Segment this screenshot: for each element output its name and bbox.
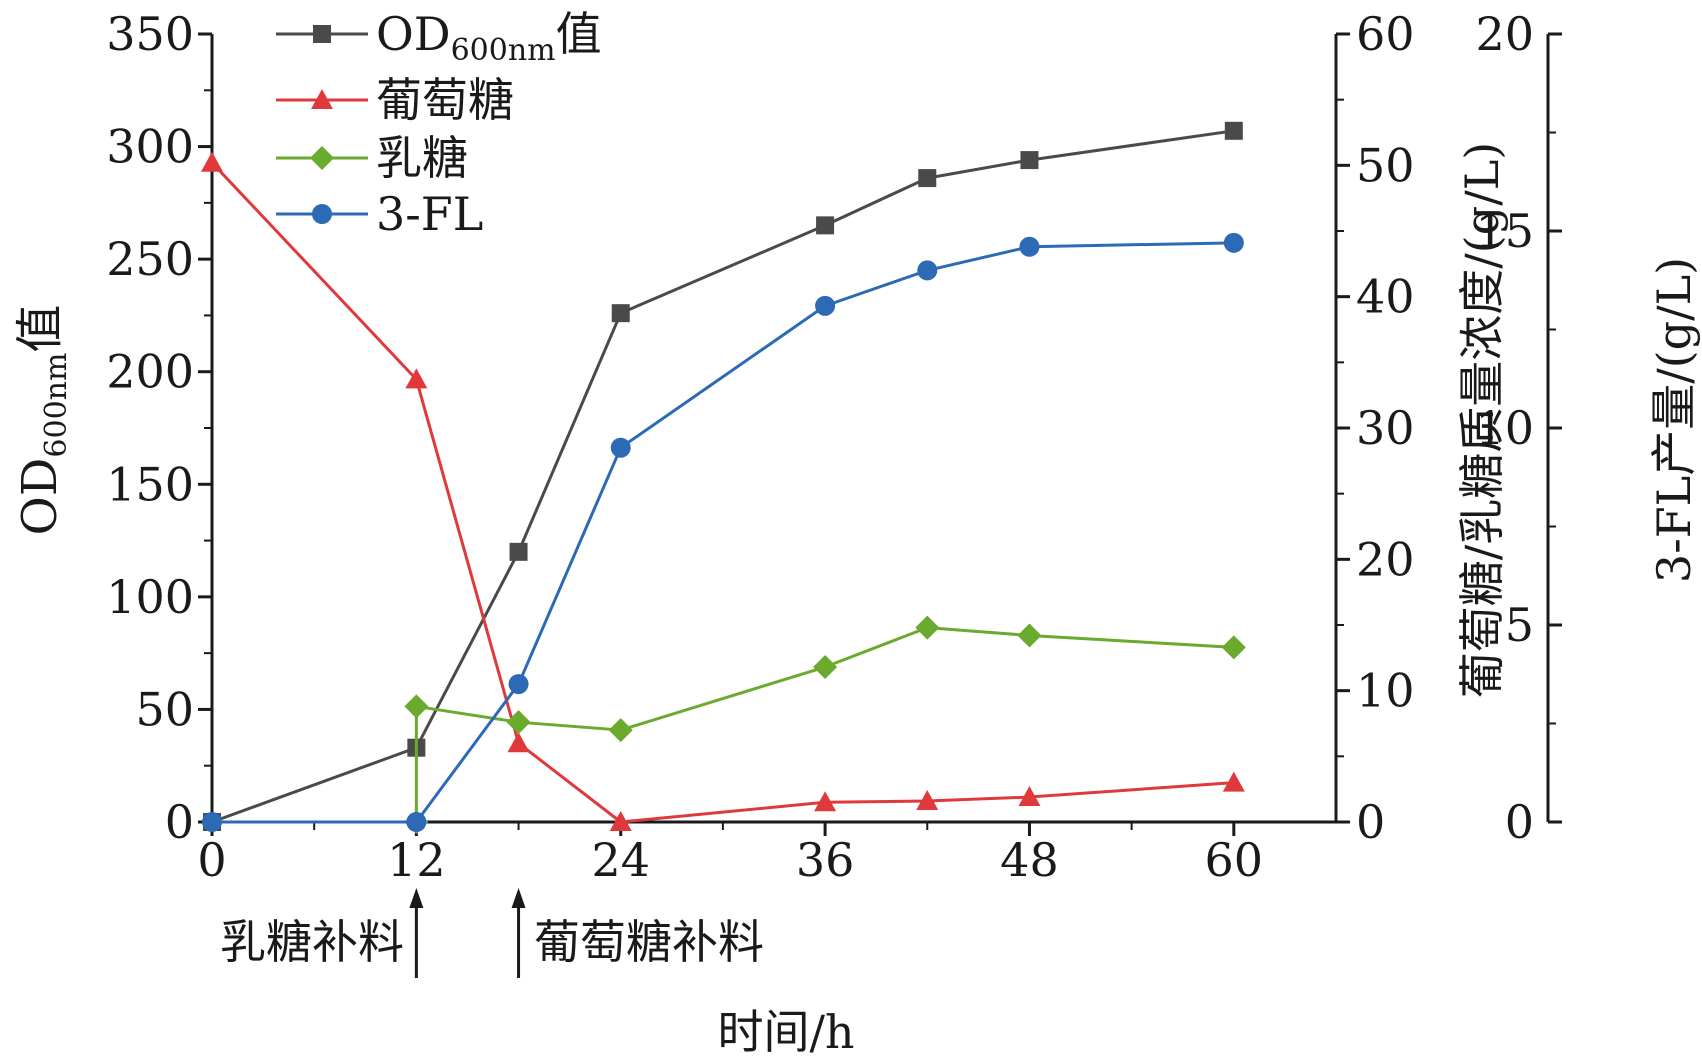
series-glucose-line [210,161,1234,824]
series-fl-point [406,812,427,832]
right1-axis-title: 葡萄糖/乳糖质量浓度/(g/L) [1455,142,1509,698]
right2-axis-tick-label: 5 [1505,598,1534,652]
series-fl-point [610,437,631,458]
legend-od-sub: 600nm [451,33,556,68]
series-od-point [816,216,835,235]
series-glucose-point [916,789,939,810]
legend-od-tail: 值 [556,7,602,61]
annotation-arrows [409,888,526,978]
left-axis-tick-label: 150 [106,457,194,511]
legend-lactose-label: 乳糖 [376,131,468,185]
legend-od-label: OD600nm值 [376,7,602,68]
left-axis-title-sub: 600nm [39,353,74,458]
x-axis-title: 时间/h [717,1005,854,1058]
left-axis-tick-label: 350 [106,7,194,61]
series-fl-point [1223,232,1244,253]
annotation-lactose-feed-arrow-head [409,888,424,908]
left-axis-tick-label: 300 [106,120,194,174]
legend: OD600nm值 葡萄糖 乳糖 3-FL [276,7,602,241]
series-od-point [611,304,630,323]
legend-glucose-label: 葡萄糖 [376,73,514,127]
series-lactose-point [1017,623,1042,648]
series-fl-point [815,295,836,316]
series-lactose-point [506,710,531,735]
x-axis-tick-label: 36 [796,833,855,887]
left-axis-tick-label: 0 [165,795,194,849]
annotation-lactose-feed: 乳糖补料 [220,915,404,969]
annotation-glucose-feed: 葡萄糖补料 [534,915,764,969]
annotations: 乳糖补料 葡萄糖补料 [220,915,764,969]
left-axis-tick-label: 50 [135,682,194,736]
legend-fl-marker [312,204,332,224]
left-axis-tick-label: 250 [106,232,194,286]
legend-od-marker [313,25,331,43]
right2-axis-tick-label: 20 [1475,7,1534,61]
right1-axis-tick-label: 10 [1356,664,1415,718]
right2-axis-tick-label: 10 [1475,401,1534,455]
right1-axis-tick-label: 50 [1356,138,1415,192]
left-axis-tick-label: 100 [106,570,194,624]
series-glucose-point [1018,786,1041,807]
right1-axis-tick-label: 60 [1356,7,1415,61]
series-layer [201,121,1246,834]
series-glucose-point [201,151,223,172]
left-axis-title-main: OD [12,458,68,536]
right1-axis-tick-label: 30 [1356,401,1415,455]
x-axis-tick-label: 48 [1000,833,1059,887]
annotation-glucose-feed-arrow-head [511,888,526,908]
series-lactose-point [1221,635,1246,660]
series-glucose-point [507,732,530,753]
x-axis-tick-label: 0 [197,833,226,887]
series-od-line [211,129,1235,824]
legend-fl-label: 3-FL [376,187,483,241]
series-fl-point [1019,236,1040,257]
series-fl-line [212,241,1234,824]
series-fl-point [508,674,529,695]
legend-lactose-marker [310,146,334,170]
series-od-point [1020,151,1039,170]
series-lactose-point [915,615,940,640]
series-glucose-point [1222,771,1245,792]
series-fl-point [202,812,222,832]
x-axis-tick-label: 60 [1205,833,1264,887]
left-axis-tick-label: 200 [106,345,194,399]
axes-layer: 0501001502002503003500102030405060051015… [106,7,1562,887]
series-od-point [918,169,937,188]
series-glucose-point [609,811,632,831]
series-glucose-point [814,791,837,812]
left-axis-title: OD600nm值 [12,305,74,536]
series-fl-point [917,260,938,281]
series-od-point [509,542,528,561]
legend-glucose-marker [311,89,333,109]
right1-axis-tick-label: 40 [1356,270,1415,324]
legend-od-main: OD [376,7,451,61]
right2-axis-tick-label: 15 [1475,204,1534,258]
series-lactose-point [813,655,838,680]
x-axis-tick-label: 12 [387,833,446,887]
right2-axis-tick-label: 0 [1505,795,1534,849]
right2-axis-title: 3-FL产量/(g/L) [1647,257,1701,583]
series-lactose-point [608,718,633,743]
series-lactose-line [414,626,1234,822]
right1-axis-tick-label: 0 [1356,795,1385,849]
right1-axis-tick-label: 20 [1356,532,1415,586]
left-axis-title-tail: 值 [12,305,68,353]
x-axis-tick-label: 24 [591,833,650,887]
series-od-point [1224,121,1243,140]
series-lactose-point [404,694,429,719]
series-glucose-point [405,368,428,389]
